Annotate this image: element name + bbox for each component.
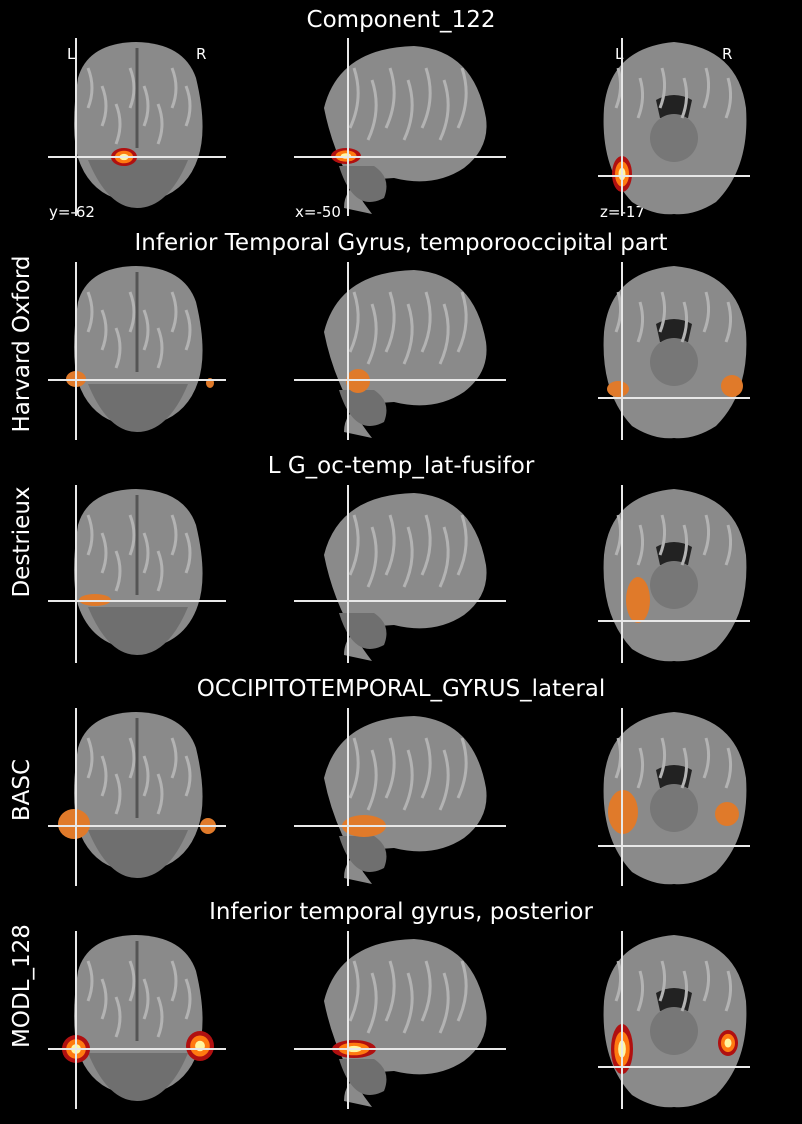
orientation-right-axial: R <box>722 45 733 63</box>
slice-panel-sagittal-row-4 <box>294 931 506 1109</box>
slice-panel-sagittal-row-2 <box>294 485 506 663</box>
slice-panel-axial-row-4 <box>598 931 750 1109</box>
coronal-slice <box>48 708 226 886</box>
axial-slice <box>598 38 750 216</box>
slice-panel-axial-row-3 <box>598 708 750 886</box>
atlas-label-destrieux: Destrieux <box>9 486 35 598</box>
coronal-slice <box>48 931 226 1109</box>
atlas-region-blob <box>607 381 629 397</box>
atlas-region-blob <box>715 802 739 826</box>
coord-y: y=-62 <box>49 203 95 221</box>
axial-slice <box>598 708 750 886</box>
atlas-label-harvard-oxford: Harvard Oxford <box>9 255 35 433</box>
orientation-left-axial: L <box>615 45 624 63</box>
atlas-region-blob <box>626 577 650 623</box>
slice-panel-coronal-row-1 <box>48 262 226 440</box>
atlas-region-blob <box>721 375 743 397</box>
activation-blob-core <box>724 1038 732 1048</box>
axial-slice <box>598 262 750 440</box>
region-title-basc: OCCIPITOTEMPORAL_GYRUS_lateral <box>196 676 606 702</box>
coord-x: x=-50 <box>295 203 341 221</box>
slice-panel-sagittal-row-1 <box>294 262 506 440</box>
sagittal-slice <box>294 708 506 886</box>
sagittal-slice <box>294 38 506 216</box>
slice-panel-sagittal-row-0 <box>294 38 506 216</box>
region-title-destrieux: L G_oc-temp_lat-fusifor <box>267 453 535 479</box>
coronal-slice <box>48 262 226 440</box>
slice-panel-axial-row-1 <box>598 262 750 440</box>
coronal-slice <box>48 38 226 216</box>
slice-panel-coronal-row-4 <box>48 931 226 1109</box>
region-title-harvard-oxford: Inferior Temporal Gyrus, temporooccipita… <box>134 230 668 256</box>
sagittal-slice <box>294 485 506 663</box>
orientation-right-coronal: R <box>196 45 207 63</box>
atlas-region-blob <box>58 809 90 839</box>
orientation-left-coronal: L <box>67 45 76 63</box>
coronal-slice <box>48 485 226 663</box>
atlas-label-modl: MODL_128 <box>9 924 35 1048</box>
axial-slice <box>598 931 750 1109</box>
slice-panel-coronal-row-3 <box>48 708 226 886</box>
region-title-modl: Inferior temporal gyrus, posterior <box>209 899 593 925</box>
axial-slice <box>598 485 750 663</box>
slice-panel-axial-row-2 <box>598 485 750 663</box>
slice-panel-axial-row-0 <box>598 38 750 216</box>
component-title: Component_122 <box>306 7 496 33</box>
sagittal-slice <box>294 931 506 1109</box>
atlas-label-basc: BASC <box>9 758 35 822</box>
slice-panel-sagittal-row-3 <box>294 708 506 886</box>
sagittal-slice <box>294 262 506 440</box>
slice-panel-coronal-row-2 <box>48 485 226 663</box>
slice-panel-coronal-row-0 <box>48 38 226 216</box>
